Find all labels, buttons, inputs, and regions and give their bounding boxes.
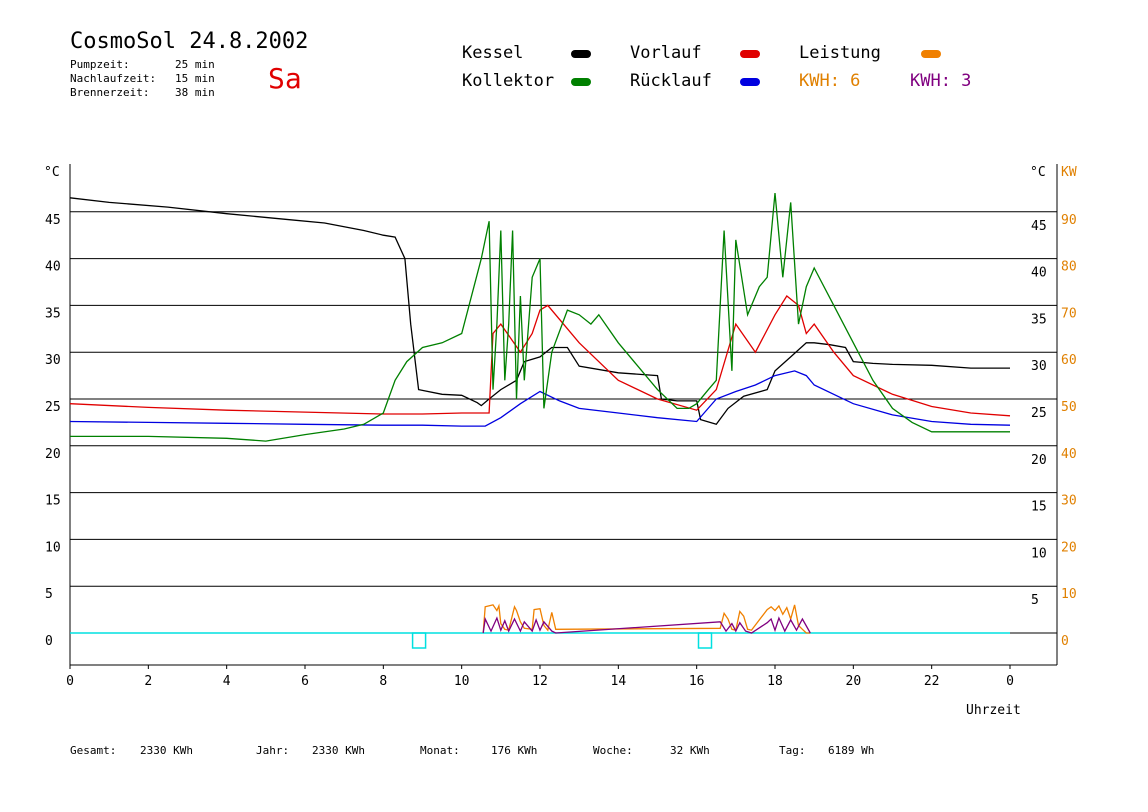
chart-series	[69, 193, 1011, 634]
y-tick-right-power-60: 60	[1061, 353, 1077, 368]
series-line-vorlauf	[69, 295, 1011, 417]
y-tick-right-power-30: 30	[1061, 494, 1077, 509]
footer-jahr-label: Jahr:	[256, 744, 290, 757]
y-tick-left-30: 30	[45, 353, 61, 368]
event-marker-1	[697, 632, 713, 649]
y-axis-label-right-temp: °C	[1030, 165, 1046, 180]
weekday-label: Sa	[268, 62, 302, 95]
y-tick-right-temp-40: 40	[1031, 266, 1047, 281]
y-tick-right-temp-30: 30	[1031, 359, 1047, 374]
footer-monat-value: 176 KWh	[491, 744, 538, 757]
footer-woche-label: Woche:	[593, 744, 633, 757]
footer-tag-label: Tag:	[779, 744, 806, 757]
x-tick-0: 0	[66, 674, 74, 689]
y-tick-left-35: 35	[45, 306, 61, 321]
y-tick-left-10: 10	[45, 540, 61, 555]
chart-title: CosmoSol 24.8.2002	[70, 29, 309, 54]
stat-label-nachlaufzeit: Nachlaufzeit:	[70, 72, 157, 85]
stat-label-pumpzeit: Pumpzeit:	[70, 58, 130, 71]
y-tick-left-45: 45	[45, 213, 61, 228]
y-axis-label-left: °C	[44, 165, 60, 180]
chart-grid	[70, 211, 1057, 634]
y-tick-right-power-20: 20	[1061, 540, 1077, 555]
footer-gesamt-value: 2330 KWh	[140, 744, 193, 757]
legend-kwh1: KWH: 6	[799, 71, 861, 91]
legend-leistung-swatch	[921, 50, 941, 58]
y-tick-right-power-40: 40	[1061, 447, 1077, 462]
legend-vorlauf-label: Vorlauf	[630, 43, 702, 63]
y-tick-left-15: 15	[45, 494, 61, 509]
footer-jahr-value: 2330 KWh	[312, 744, 365, 757]
y-tick-right-temp-10: 10	[1031, 546, 1047, 561]
x-tick-12: 0	[1006, 674, 1014, 689]
stat-value-brennerzeit: 38 min	[175, 86, 215, 99]
x-tick-6: 12	[532, 674, 548, 689]
legend-ruecklauf-label: Rücklauf	[630, 71, 712, 91]
y-tick-right-power-80: 80	[1061, 260, 1077, 275]
y-tick-right-power-50: 50	[1061, 400, 1077, 415]
y-tick-right-temp-45: 45	[1031, 219, 1047, 234]
legend-kollektor-swatch	[571, 78, 591, 86]
series-line-kessel	[69, 197, 1010, 426]
y-tick-right-temp-5: 5	[1031, 593, 1039, 608]
y-tick-right-power-10: 10	[1061, 587, 1077, 602]
x-tick-8: 16	[689, 674, 705, 689]
x-tick-1: 2	[144, 674, 152, 689]
x-tick-11: 22	[924, 674, 940, 689]
legend-kwh2: KWH: 3	[910, 71, 972, 91]
power-line-leistung	[482, 603, 811, 634]
x-tick-5: 10	[454, 674, 470, 689]
y-tick-right-temp-20: 20	[1031, 453, 1047, 468]
legend-kessel-swatch	[571, 50, 591, 58]
chart-ticks: 4540353025201510504540353025201510590807…	[45, 213, 1077, 689]
y-tick-right-power-0: 0	[1061, 634, 1069, 649]
x-tick-3: 6	[301, 674, 309, 689]
event-marker-0	[411, 632, 427, 649]
y-tick-left-25: 25	[45, 400, 61, 415]
y-tick-left-40: 40	[45, 260, 61, 275]
x-tick-7: 14	[611, 674, 627, 689]
y-tick-left-20: 20	[45, 447, 61, 462]
legend-leistung-label: Leistung	[799, 43, 881, 63]
y-tick-right-power-90: 90	[1061, 213, 1077, 228]
x-tick-9: 18	[767, 674, 783, 689]
y-tick-right-power-70: 70	[1061, 306, 1077, 321]
y-tick-left-5: 5	[45, 587, 53, 602]
legend-vorlauf-swatch	[740, 50, 760, 58]
series-line-r-cklauf	[69, 370, 1011, 427]
y-axis-label-right-power: KW	[1061, 165, 1077, 180]
footer-tag-value: 6189 Wh	[828, 744, 875, 757]
footer-gesamt-label: Gesamt:	[70, 744, 117, 757]
footer-monat-label: Monat:	[420, 744, 460, 757]
x-axis-label: Uhrzeit	[966, 703, 1021, 718]
x-tick-4: 8	[379, 674, 387, 689]
chart-events	[411, 632, 713, 649]
chart-axes	[69, 164, 1058, 666]
y-tick-right-temp-25: 25	[1031, 406, 1047, 421]
power-line-kwh-3	[482, 616, 811, 634]
x-tick-2: 4	[223, 674, 231, 689]
x-tick-10: 20	[846, 674, 862, 689]
legend-kessel-label: Kessel	[462, 43, 524, 63]
y-tick-right-temp-35: 35	[1031, 312, 1047, 327]
legend-kollektor-label: Kollektor	[462, 71, 555, 91]
legend-ruecklauf-swatch	[740, 78, 760, 86]
stat-value-nachlaufzeit: 15 min	[175, 72, 215, 85]
series-line-kollektor	[70, 193, 1010, 442]
y-tick-left-0: 0	[45, 634, 53, 649]
stat-label-brennerzeit: Brennerzeit:	[70, 86, 150, 99]
stat-value-pumpzeit: 25 min	[175, 58, 215, 71]
footer-woche-value: 32 KWh	[670, 744, 710, 757]
y-tick-right-temp-15: 15	[1031, 500, 1047, 515]
